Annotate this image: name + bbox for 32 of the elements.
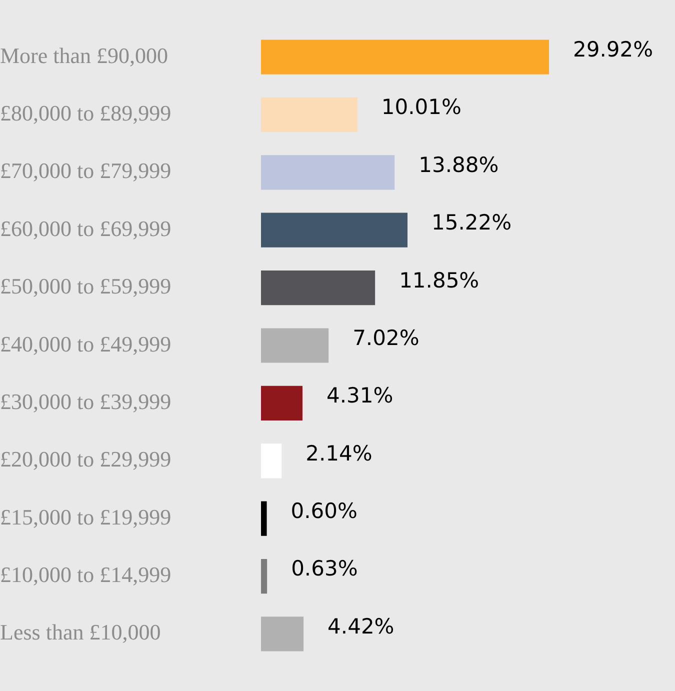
y-tick-label: £30,000 to £39,999 bbox=[0, 388, 172, 414]
y-tick-label: More than £90,000 bbox=[0, 42, 168, 68]
data-label: 4.42% bbox=[328, 614, 394, 638]
data-label: 0.63% bbox=[291, 556, 358, 581]
bar bbox=[261, 40, 549, 74]
y-tick-label: Less than £10,000 bbox=[0, 620, 161, 645]
data-label: 11.85% bbox=[399, 268, 480, 292]
bar bbox=[261, 386, 302, 420]
data-label: 7.02% bbox=[352, 326, 420, 350]
bar bbox=[261, 328, 329, 363]
bar bbox=[261, 558, 268, 594]
y-tick-label: £70,000 to £79,999 bbox=[0, 158, 172, 184]
data-label: 15.22% bbox=[432, 210, 512, 235]
bar bbox=[261, 97, 358, 132]
y-tick-label: £60,000 to £69,999 bbox=[0, 216, 172, 241]
data-label: 13.88% bbox=[418, 152, 499, 177]
y-tick-label: £10,000 to £14,999 bbox=[0, 562, 172, 588]
data-label: 0.60% bbox=[290, 499, 358, 524]
y-tick-label: £20,000 to £29,999 bbox=[0, 446, 172, 472]
data-label: 2.14% bbox=[306, 441, 372, 466]
bar bbox=[261, 155, 395, 190]
data-label: 4.31% bbox=[326, 384, 394, 408]
data-label: 29.92% bbox=[573, 38, 654, 62]
bar bbox=[261, 616, 304, 652]
data-label: 10.01% bbox=[381, 95, 462, 120]
bar bbox=[261, 212, 408, 248]
bar bbox=[261, 270, 376, 306]
y-tick-label: £15,000 to £19,999 bbox=[0, 504, 172, 530]
y-tick-label: £80,000 to £89,999 bbox=[0, 100, 172, 126]
bar bbox=[261, 501, 267, 536]
y-tick-label: £50,000 to £59,999 bbox=[0, 274, 172, 299]
y-tick-label: £40,000 to £49,999 bbox=[0, 331, 172, 356]
